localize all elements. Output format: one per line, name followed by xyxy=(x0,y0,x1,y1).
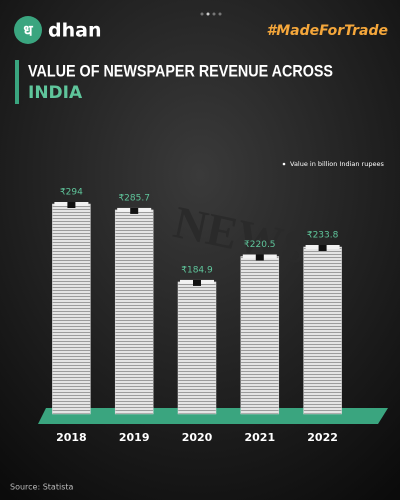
hashtag: #MadeForTrade xyxy=(266,23,388,39)
bar xyxy=(303,246,342,415)
bar xyxy=(52,203,91,415)
x-tick-label: 2021 xyxy=(244,431,275,444)
value-label: ₹184.9 xyxy=(181,265,213,275)
value-label: ₹294 xyxy=(60,188,83,198)
x-tick-label: 2022 xyxy=(307,431,338,444)
chart-title-highlight: INDIA xyxy=(28,83,83,103)
page-dots xyxy=(200,12,222,16)
x-tick-label: 2019 xyxy=(119,431,150,444)
note: Value in billion Indian rupees xyxy=(290,160,384,168)
note-bullet xyxy=(282,162,286,166)
chart-title: VALUE OF NEWSPAPER REVENUE ACROSS xyxy=(28,61,333,80)
logo xyxy=(14,16,42,44)
value-label: ₹220.5 xyxy=(244,240,276,250)
brand: dhan xyxy=(48,20,101,42)
logo-glyph: ध xyxy=(23,22,33,40)
stamp xyxy=(130,207,139,214)
title-accent xyxy=(15,60,19,104)
stamp xyxy=(255,254,264,261)
value-label: ₹233.8 xyxy=(307,231,339,241)
stamp xyxy=(193,279,201,286)
bar xyxy=(177,281,217,415)
bar xyxy=(114,209,154,415)
value-label: ₹285.7 xyxy=(118,193,150,203)
x-tick-label: 2020 xyxy=(182,431,213,444)
source: Source: Statista xyxy=(10,483,73,492)
x-tick-label: 2018 xyxy=(56,431,87,444)
bar xyxy=(240,256,280,415)
stamp xyxy=(67,202,76,208)
stamp xyxy=(318,245,327,251)
